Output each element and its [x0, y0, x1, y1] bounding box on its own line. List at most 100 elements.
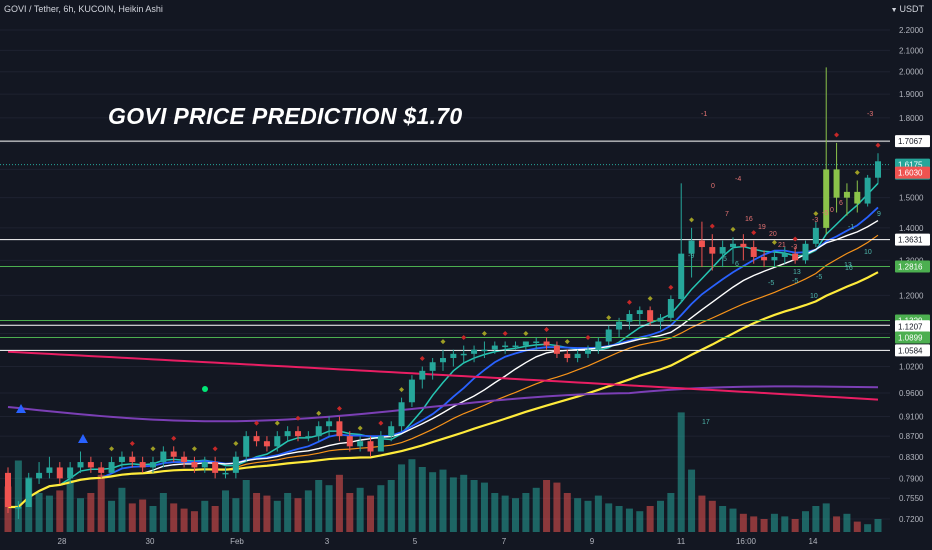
- volume-bar: [853, 521, 861, 532]
- y-tick-label: 0.8300: [899, 453, 924, 462]
- candle-body: [740, 243, 747, 248]
- volume-bar: [315, 480, 323, 532]
- volume-bar: [688, 469, 696, 532]
- candle-body: [512, 345, 519, 348]
- diamond-marker: [585, 335, 591, 341]
- indicator-label-green: 17: [702, 419, 710, 426]
- x-tick-label: 30: [146, 537, 155, 546]
- diamond-marker: [751, 230, 757, 236]
- candle-body: [750, 247, 757, 257]
- indicator-label-green: -5: [792, 278, 798, 285]
- candle-body: [491, 345, 498, 350]
- x-tick-label: 16:00: [736, 537, 757, 546]
- volume-bar: [159, 493, 167, 532]
- candle-body: [781, 253, 788, 257]
- buy-triangle-marker: [16, 404, 26, 413]
- x-tick-label: 14: [809, 537, 818, 546]
- y-tick-label: 0.7900: [899, 474, 924, 483]
- candle-body: [232, 456, 239, 473]
- indicator-label-red: -1: [701, 111, 707, 118]
- candle-body: [377, 436, 384, 452]
- diamond-marker: [150, 446, 156, 452]
- volume-bar: [418, 467, 426, 532]
- volume-bar: [522, 493, 530, 532]
- volume-bar: [843, 513, 851, 532]
- indicator-label-red: 7: [725, 211, 729, 218]
- candle-body: [139, 462, 146, 468]
- candle-body: [471, 349, 478, 354]
- volume-bar: [584, 500, 592, 532]
- price-tag-box: [895, 135, 930, 148]
- indicator-label-green: -5: [768, 280, 774, 287]
- indicator-label-green: -5: [816, 274, 822, 281]
- volume-bar: [822, 503, 830, 532]
- y-tick-label: 0.9100: [899, 412, 924, 421]
- candle-body: [67, 467, 74, 479]
- price-tag-label: 1.6175: [898, 161, 923, 170]
- x-tick-label: Feb: [230, 537, 244, 546]
- candle-body: [346, 436, 353, 447]
- candle-body: [802, 243, 809, 261]
- candle-body: [823, 169, 830, 228]
- indicator-label-green: -9: [688, 253, 694, 260]
- candle-body: [108, 462, 115, 473]
- price-tag-label: 1.7067: [898, 137, 923, 146]
- candle-body: [98, 467, 105, 473]
- volume-bar: [449, 477, 457, 532]
- diamond-marker: [813, 211, 819, 217]
- indicator-label-green: 5: [723, 256, 727, 263]
- candle-body: [357, 441, 364, 447]
- symbol-header[interactable]: GOVI / Tether, 6h, KUCOIN, Heikin Ashi: [4, 4, 163, 14]
- indicator-label-red: -4: [735, 176, 741, 183]
- currency-label: USDT: [899, 4, 925, 14]
- x-tick-label: 9: [590, 537, 595, 546]
- volume-bar: [335, 474, 343, 532]
- volume-bar: [812, 506, 820, 532]
- volume-bar: [387, 480, 395, 532]
- indicator-label-green: 9: [877, 211, 881, 218]
- y-tick-label: 1.8000: [899, 114, 924, 123]
- x-tick-label: 5: [413, 537, 418, 546]
- candle-body: [460, 353, 467, 356]
- volume-bar: [864, 524, 872, 532]
- indicator-label-red: -3: [812, 217, 818, 224]
- buy-triangle-marker: [78, 434, 88, 443]
- candle-body: [129, 456, 136, 463]
- y-tick-label: 0.8700: [899, 432, 924, 441]
- diamond-marker: [233, 441, 239, 447]
- volume-bar: [657, 500, 664, 532]
- diamond-marker: [875, 142, 881, 148]
- x-tick-label: 28: [58, 537, 67, 546]
- candle-body: [843, 191, 850, 198]
- volume-bar: [356, 487, 364, 532]
- volume-bar: [594, 495, 602, 532]
- volume-bar: [232, 498, 240, 532]
- candle-body: [284, 431, 291, 437]
- diamond-marker: [461, 335, 467, 341]
- volume-bar: [791, 519, 799, 532]
- volume-bar: [543, 480, 551, 532]
- candle-body: [657, 317, 664, 322]
- ma-line-purple: [7, 385, 879, 423]
- candle-body: [253, 436, 260, 442]
- diamond-marker: [502, 330, 508, 336]
- diamond-marker: [771, 239, 777, 245]
- candle-body: [709, 247, 716, 254]
- candle-body: [398, 402, 405, 427]
- volume-bar: [211, 506, 219, 532]
- candle-body: [864, 177, 871, 204]
- diamond-marker: [357, 425, 363, 431]
- diamond-marker: [626, 299, 632, 305]
- candle-body: [574, 353, 581, 359]
- volume-bar: [719, 506, 727, 532]
- price-tag-box: [895, 331, 930, 344]
- volume-bar: [263, 495, 271, 532]
- candle-body: [295, 431, 301, 437]
- volume-bar: [377, 485, 385, 532]
- indicator-label-green: 13: [844, 262, 852, 269]
- indicator-label-green: 10: [864, 249, 872, 256]
- volume-bar: [77, 498, 84, 532]
- candle-body: [408, 379, 415, 403]
- currency-selector[interactable]: ▼ USDT: [891, 4, 924, 14]
